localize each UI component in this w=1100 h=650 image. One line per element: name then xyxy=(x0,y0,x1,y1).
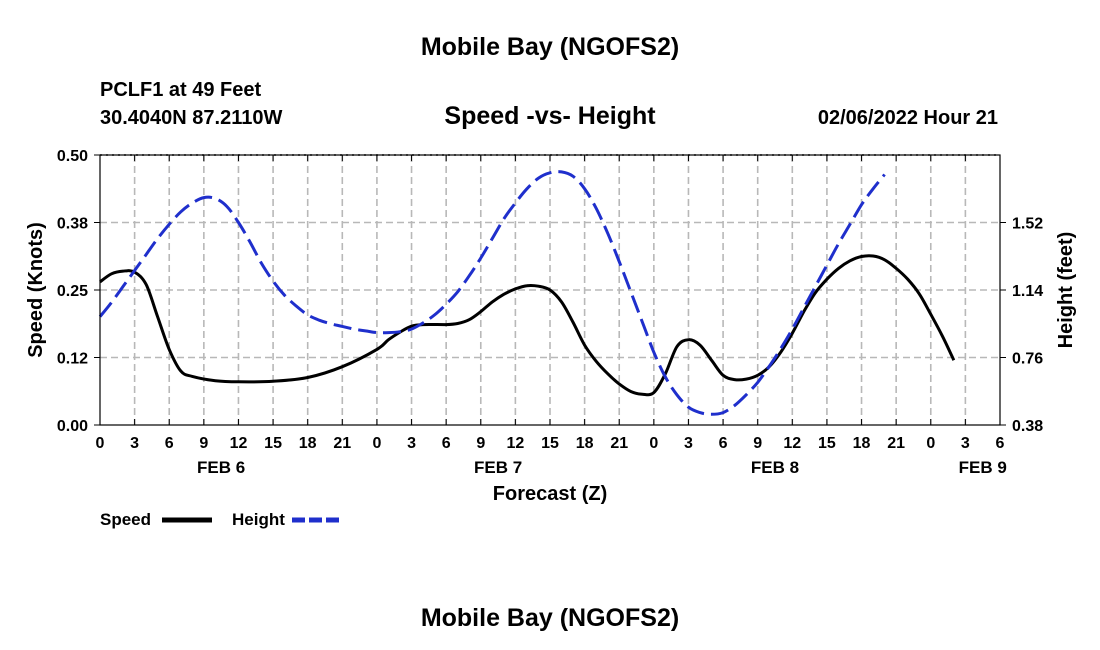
chart-title: Mobile Bay (NGOFS2) xyxy=(421,33,679,61)
x-tick-label: 6 xyxy=(442,435,451,452)
x-tick-label: 3 xyxy=(961,435,970,452)
x-tick-label: 9 xyxy=(199,435,208,452)
plot-frame xyxy=(99,154,1001,426)
x-date-label: FEB 6 xyxy=(197,458,245,477)
x-tick-label: 3 xyxy=(407,435,416,452)
y2-tick-label: 1.52 xyxy=(1012,216,1043,233)
y-tick-label: 0.25 xyxy=(57,283,88,300)
x-tick-label: 0 xyxy=(372,435,381,452)
x-tick-label: 9 xyxy=(753,435,762,452)
chart-subtitle: Speed -vs- Height xyxy=(444,102,656,130)
x-tick-label: 6 xyxy=(719,435,728,452)
y-tick-label: 0.50 xyxy=(57,148,88,165)
legend-speed-label: Speed xyxy=(100,510,151,529)
x-tick-label: 0 xyxy=(649,435,658,452)
y-tick-label: 0.00 xyxy=(57,418,88,435)
speed-series-line xyxy=(99,254,956,397)
x-tick-label: 21 xyxy=(610,435,628,452)
height-series-line xyxy=(98,170,886,416)
y2-tick-label: 1.14 xyxy=(1012,283,1043,300)
x-date-label: FEB 9 xyxy=(959,458,1007,477)
x-tick-label: 18 xyxy=(299,435,317,452)
y2-tick-label: 0.38 xyxy=(1012,418,1043,435)
x-tick-label: 15 xyxy=(541,435,559,452)
x-tick-label: 9 xyxy=(476,435,485,452)
x-tick-label: 21 xyxy=(887,435,905,452)
x-date-label: FEB 8 xyxy=(751,458,799,477)
x-tick-label: 15 xyxy=(264,435,282,452)
x-tick-label: 6 xyxy=(996,435,1005,452)
legend: Speed Height xyxy=(100,510,342,529)
x-tick-label: 6 xyxy=(165,435,174,452)
x-tick-label: 12 xyxy=(230,435,248,452)
x-tick-label: 0 xyxy=(926,435,935,452)
x-tick-label: 18 xyxy=(576,435,594,452)
x-tick-label: 12 xyxy=(506,435,524,452)
y-tick-label: 0.38 xyxy=(57,216,88,233)
x-tick-label: 3 xyxy=(684,435,693,452)
legend-height-label: Height xyxy=(232,510,285,529)
y-axis-label: Speed (Knots) xyxy=(25,222,47,358)
y2-axis-label: Height (feet) xyxy=(1055,232,1077,349)
x-date-label: FEB 7 xyxy=(474,458,522,477)
y-tick-label: 0.12 xyxy=(57,351,88,368)
x-tick-label: 18 xyxy=(853,435,871,452)
data-series xyxy=(98,170,956,416)
x-tick-label: 21 xyxy=(333,435,351,452)
x-tick-label: 0 xyxy=(96,435,105,452)
x-axis-label: Forecast (Z) xyxy=(493,483,607,505)
datetime-label: 02/06/2022 Hour 21 xyxy=(818,107,998,129)
x-tick-label: 3 xyxy=(130,435,139,452)
coordinates-label: 30.4040N 87.2110W xyxy=(100,107,282,129)
station-label: PCLF1 at 49 Feet xyxy=(100,79,262,101)
footer-title: Mobile Bay (NGOFS2) xyxy=(421,604,679,632)
x-tick-label: 12 xyxy=(783,435,801,452)
x-tick-label: 15 xyxy=(818,435,836,452)
axes: 0 3 6 9 12 15 18 21 0 3 6 9 12 15 18 21 0 3 6 9 12 15 18 21 0 3 6 F… xyxy=(57,148,1043,477)
y2-tick-label: 0.76 xyxy=(1012,351,1043,368)
